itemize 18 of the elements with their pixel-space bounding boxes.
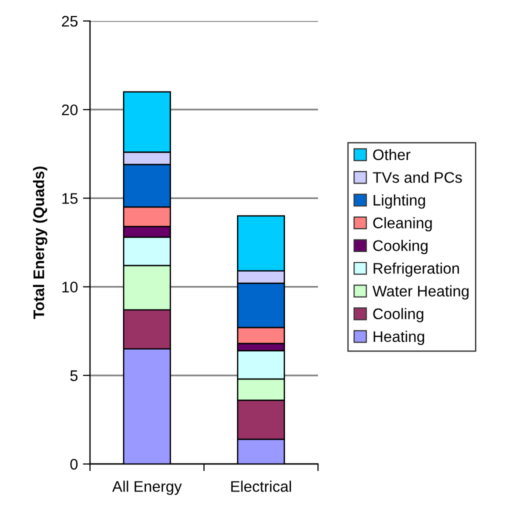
y-axis-title: Total Energy (Quads) xyxy=(33,166,48,320)
legend-label: Cleaning xyxy=(373,217,432,232)
y-tick-label: 25 xyxy=(62,16,78,27)
legend-label: Cooking xyxy=(373,240,428,254)
legend-label: Other xyxy=(373,148,410,160)
legend-label: Lighting xyxy=(374,194,425,209)
legend-label: Refrigeration xyxy=(374,262,459,277)
x-tick-label: All Energy xyxy=(112,480,182,495)
legend-label: Heating xyxy=(374,330,424,345)
y-tick-label: 5 xyxy=(70,370,78,382)
y-tick-label: 0 xyxy=(70,458,78,470)
y-tick-label: 10 xyxy=(62,282,78,292)
legend-label: Cooling xyxy=(373,308,424,322)
x-tick-label: Electrical xyxy=(231,480,291,492)
y-tick-label: 20 xyxy=(62,104,78,116)
legend-label: TVs and PCs xyxy=(372,172,462,183)
y-tick-label: 15 xyxy=(62,193,78,204)
legend-label: Water Heating xyxy=(372,285,469,300)
